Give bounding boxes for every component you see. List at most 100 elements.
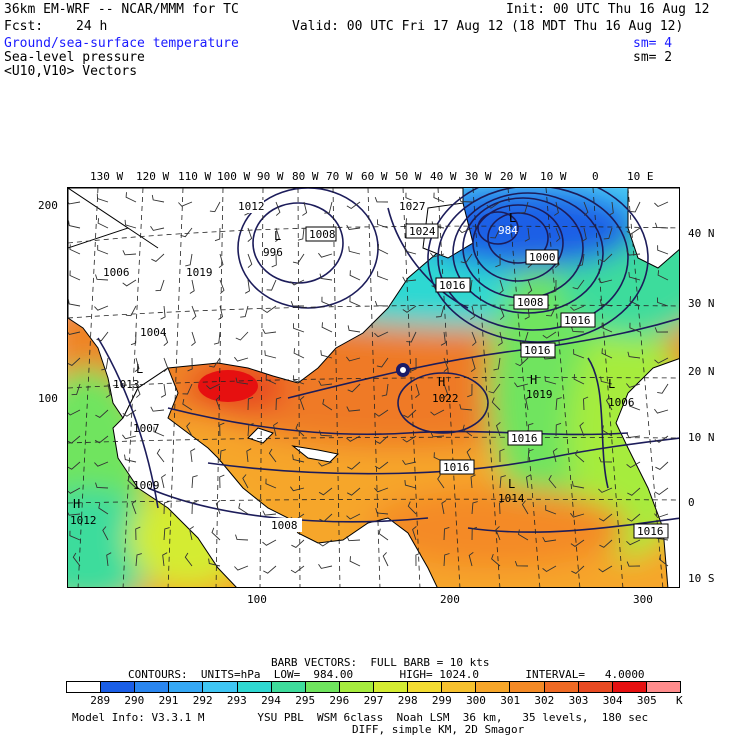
wind-barb: [657, 270, 669, 281]
wind-barb: [525, 396, 531, 411]
wind-barb: [598, 456, 613, 463]
wind-barb: [191, 500, 198, 515]
wind-barb: [265, 374, 277, 385]
grid-y-label: 100: [38, 392, 58, 405]
wind-barb: [122, 434, 137, 440]
colorbar-label: 302: [534, 694, 555, 707]
wind-barb: [324, 201, 333, 214]
wind-barb: [290, 301, 305, 307]
pressure-center-low: L: [608, 377, 615, 391]
wind-barb: [265, 478, 277, 489]
wind-barb: [577, 253, 585, 267]
wind-barb: [235, 534, 249, 541]
wind-barb: [545, 505, 557, 515]
wind-barb: [374, 409, 389, 417]
colorbar-swatch: [305, 682, 340, 692]
colorbar-label: 293: [226, 694, 247, 707]
grid-x-label: 100: [247, 593, 267, 606]
wind-barb: [470, 474, 476, 489]
wind-barb: [271, 253, 277, 268]
wind-barb: [630, 201, 641, 213]
wind-barb: [382, 552, 389, 567]
wind-barb: [234, 565, 249, 571]
wind-barb: [514, 382, 529, 388]
isobar-label: 1016: [439, 279, 466, 292]
colorbar-label: 294: [261, 694, 281, 707]
wind-barb: [346, 536, 361, 542]
wind-barb: [601, 348, 613, 359]
wind-barb: [657, 383, 669, 394]
wind-barb: [466, 448, 473, 463]
wind-barb: [608, 201, 614, 216]
wind-barb: [403, 409, 417, 418]
colorbar-label: 303: [568, 694, 589, 707]
isobar-label: 1016: [511, 432, 538, 445]
pressure-center-low: L: [274, 229, 281, 243]
wind-barb: [319, 430, 333, 437]
wind-barb: [599, 539, 613, 548]
wind-barb: [218, 305, 224, 320]
wind-barb: [654, 201, 669, 208]
wind-barb: [499, 448, 505, 463]
wind-barb: [291, 539, 305, 548]
wind-barb: [219, 474, 225, 489]
wind-barb: [151, 194, 165, 203]
wind-barb: [318, 380, 333, 386]
field-slp-name: Sea-level pressure: [4, 50, 145, 65]
wind-barb: [190, 448, 196, 463]
isobar-label: 1019: [186, 266, 213, 279]
wind-barb: [404, 246, 417, 255]
wind-barb: [471, 526, 478, 541]
wind-barb: [134, 357, 140, 372]
isobar-label: 1016: [524, 344, 551, 357]
wind-barb: [579, 422, 585, 437]
wind-barb: [460, 253, 473, 264]
wind-barb: [247, 423, 254, 437]
wind-barb: [441, 500, 447, 515]
wind-barb: [247, 227, 253, 242]
wind-barb: [69, 270, 81, 281]
wind-barb: [97, 218, 109, 229]
wind-barb: [605, 396, 613, 411]
wind-barb: [626, 383, 641, 388]
wind-barb: [240, 305, 249, 318]
wind-barb: [406, 331, 417, 343]
wind-barb: [467, 383, 473, 398]
wind-barb: [629, 296, 641, 307]
wind-barb: [235, 377, 249, 385]
wind-barb: [430, 432, 445, 438]
gulf-warm-core: [198, 370, 258, 402]
wind-barb: [376, 219, 389, 229]
wind-barb: [437, 474, 445, 489]
lon-label: 100 W: [217, 170, 251, 183]
wind-barb: [402, 276, 417, 282]
wind-barb: [68, 299, 81, 307]
isobar-label: 1016: [443, 461, 470, 474]
wind-barb: [155, 279, 165, 292]
wind-barb: [101, 357, 109, 371]
lat-label: 0: [688, 496, 695, 509]
wind-barb: [208, 558, 221, 567]
wind-barb: [106, 552, 112, 567]
colorbar-swatch: [373, 682, 409, 692]
pressure-center-low: L: [136, 362, 143, 376]
isobar-label: 1008: [517, 296, 544, 309]
wind-barb: [346, 201, 361, 210]
wind-barb: [127, 475, 137, 489]
wind-barb: [654, 327, 669, 333]
wind-barb: [219, 449, 226, 463]
wind-barb: [95, 274, 109, 281]
land: [68, 188, 679, 587]
wind-barb: [186, 422, 193, 437]
wind-barb: [349, 270, 361, 281]
colorbar-swatch: [339, 682, 374, 692]
wind-barb: [583, 396, 589, 411]
wind-barb: [125, 192, 137, 203]
wind-barb: [555, 397, 562, 411]
wind-barb: [546, 305, 557, 317]
wind-barb: [440, 331, 446, 346]
barb-legend: BARB VECTORS: FULL BARB = 10 kts: [271, 656, 490, 669]
wind-barb: [599, 299, 613, 307]
colorbar-swatch: [442, 682, 477, 692]
pressure-center-low: L: [508, 477, 515, 491]
